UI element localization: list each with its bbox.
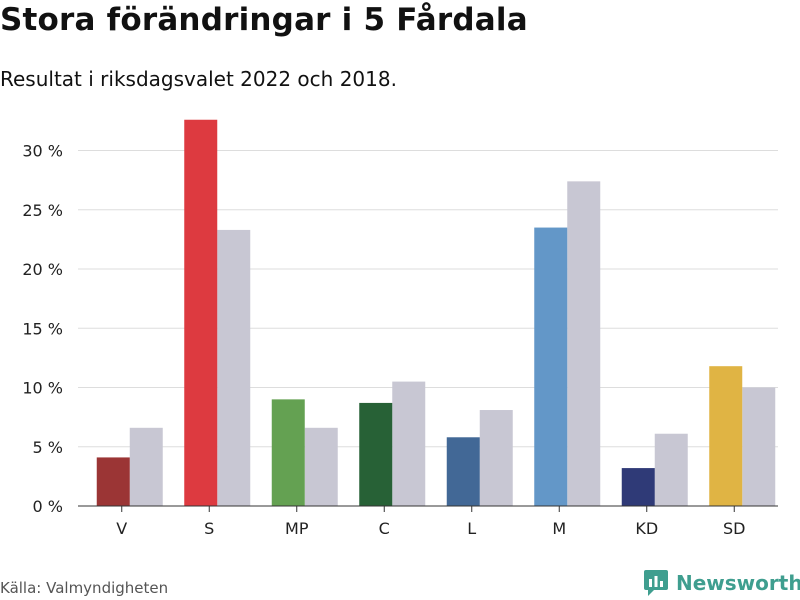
bar-2018: [304, 427, 338, 506]
x-tick-label: V: [116, 519, 127, 538]
x-tick-label: SD: [723, 519, 745, 538]
x-tick-label: M: [552, 519, 566, 538]
bar-2022: [96, 457, 130, 506]
newsworthy-logo-icon: [644, 570, 668, 596]
y-tick-label: 10 %: [22, 379, 63, 398]
x-tick-label: MP: [285, 519, 309, 538]
chart-title: Stora förändringar i 5 Fårdala: [0, 2, 528, 38]
bar-2018: [479, 410, 513, 506]
bar-2022: [534, 227, 568, 506]
y-tick-label: 20 %: [22, 260, 63, 279]
bar-2022: [709, 366, 743, 506]
x-tick-label: L: [467, 519, 476, 538]
bar-2022: [446, 437, 480, 506]
bar-2022: [271, 399, 305, 506]
bar-2018: [129, 427, 163, 506]
y-tick-label: 0 %: [33, 497, 63, 516]
chart-subtitle: Resultat i riksdagsvalet 2022 och 2018.: [0, 67, 397, 91]
x-tick-label: C: [379, 519, 390, 538]
x-tick-label: S: [204, 519, 214, 538]
bar-2022: [621, 468, 655, 506]
bar-2018: [392, 381, 426, 506]
bar-chart: 0 % 5 % 10 % 15 % 20 % 25 % 30 % V S MP C L M KD SD: [22, 119, 778, 538]
y-tick-label: 15 %: [22, 319, 63, 338]
x-tick-label: KD: [635, 519, 658, 538]
bar-2018: [654, 433, 688, 506]
brand-name: Newsworthy: [676, 571, 800, 595]
bar-2018: [567, 181, 601, 507]
y-tick-label: 5 %: [33, 438, 63, 457]
bar-2018: [217, 229, 251, 506]
y-tick-label: 25 %: [22, 201, 63, 220]
y-tick-label: 30 %: [22, 142, 63, 161]
brand-logo: Newsworthy: [644, 570, 800, 596]
bar-2022: [184, 119, 218, 507]
bar-2022: [359, 402, 393, 506]
bar-2018: [742, 387, 776, 506]
source-note: Källa: Valmyndigheten: [0, 579, 169, 597]
